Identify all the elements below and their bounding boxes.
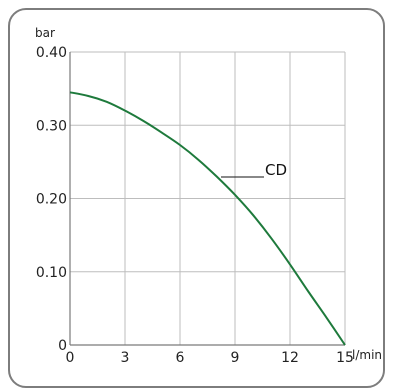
series-label-cd: CD (265, 161, 287, 179)
y-unit-label: bar (35, 26, 55, 40)
x-tick-label: 12 (281, 350, 299, 366)
axes (69, 52, 345, 346)
y-tick-label: 0 (58, 338, 67, 354)
y-tick-label: 0.20 (36, 192, 67, 208)
x-tick-label: 15 (336, 350, 354, 366)
series-lines (69, 91, 346, 346)
y-tick-label: 0.30 (36, 118, 67, 134)
x-tick-label: 0 (66, 350, 75, 366)
x-tick-label: 9 (231, 350, 240, 366)
grid (69, 51, 346, 346)
x-tick-labels: 0 3 6 9 12 15 (66, 350, 354, 366)
series-annotation: CD (221, 161, 287, 179)
y-tick-label: 0.40 (36, 45, 67, 61)
series-line-cd (69, 91, 346, 346)
y-tick-labels: 0 0.10 0.20 0.30 0.40 (36, 45, 67, 354)
x-tick-label: 6 (176, 350, 185, 366)
x-tick-label: 3 (121, 350, 130, 366)
y-tick-label: 0.10 (36, 265, 67, 281)
x-unit-label: l/min (352, 348, 382, 362)
